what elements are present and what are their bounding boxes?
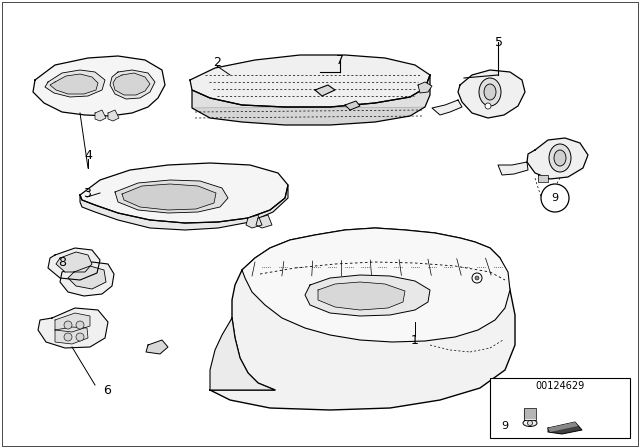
Polygon shape [210,318,275,390]
Text: 00124629: 00124629 [536,381,584,391]
Text: 2: 2 [213,56,221,69]
Polygon shape [345,101,360,110]
Polygon shape [498,162,528,175]
Ellipse shape [527,421,532,426]
Text: 7: 7 [336,53,344,66]
Ellipse shape [485,103,491,109]
Polygon shape [192,107,425,125]
Text: 8: 8 [58,255,66,268]
Circle shape [76,333,84,341]
Polygon shape [80,163,288,223]
Circle shape [475,276,479,280]
Polygon shape [45,70,105,97]
Ellipse shape [554,150,566,166]
Text: 6: 6 [103,383,111,396]
Ellipse shape [549,144,571,172]
Polygon shape [108,110,119,121]
Polygon shape [55,327,88,344]
Circle shape [64,321,72,329]
Polygon shape [315,85,335,96]
Polygon shape [110,70,155,99]
Polygon shape [548,422,582,434]
Polygon shape [56,252,92,272]
Ellipse shape [484,84,496,100]
Circle shape [472,273,482,283]
Polygon shape [548,422,578,432]
Polygon shape [418,82,432,93]
Polygon shape [48,248,100,280]
Text: 4: 4 [84,148,92,161]
Polygon shape [458,70,525,118]
Text: 3: 3 [83,186,91,199]
Polygon shape [146,340,168,354]
Polygon shape [246,215,262,228]
Text: 9: 9 [501,421,509,431]
Text: 9: 9 [552,193,559,203]
Polygon shape [50,74,98,94]
Polygon shape [210,228,515,410]
Polygon shape [527,138,588,179]
Polygon shape [113,73,150,95]
Circle shape [64,333,72,341]
Polygon shape [60,262,114,296]
Polygon shape [190,55,430,107]
Polygon shape [432,100,462,115]
Polygon shape [242,228,510,342]
Text: 1: 1 [411,333,419,346]
Circle shape [76,321,84,329]
Text: 5: 5 [495,35,503,48]
Polygon shape [305,275,430,316]
Polygon shape [55,313,90,332]
Circle shape [541,184,569,212]
Polygon shape [192,75,430,125]
Ellipse shape [479,78,501,106]
Polygon shape [33,56,165,116]
Polygon shape [95,110,106,121]
Ellipse shape [523,419,537,426]
Polygon shape [256,215,272,228]
Polygon shape [122,184,216,210]
Polygon shape [80,185,288,230]
Polygon shape [68,266,106,289]
Polygon shape [524,408,536,420]
Polygon shape [38,308,108,348]
Polygon shape [538,175,548,182]
Polygon shape [115,180,228,213]
Bar [490,378,630,438]
Polygon shape [318,282,405,310]
